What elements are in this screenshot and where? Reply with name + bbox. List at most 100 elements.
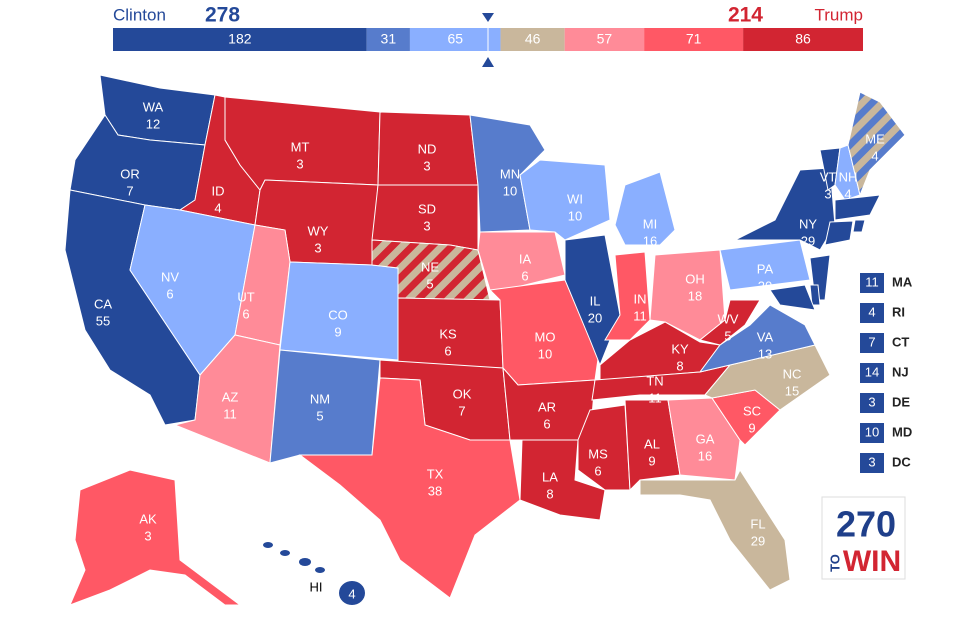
- state-votes: 29: [801, 233, 815, 248]
- bar-segment: [743, 28, 863, 51]
- small-state-abbr: DE: [892, 394, 910, 409]
- state-abbr: WA: [143, 99, 164, 114]
- bar-segment: [644, 28, 744, 51]
- state-abbr: MS: [588, 446, 608, 461]
- small-state-abbr: NJ: [892, 364, 909, 379]
- state-abbr: NC: [783, 366, 802, 381]
- state-abbr: MO: [535, 329, 556, 344]
- state-shape: [719, 239, 811, 291]
- state-abbr: IN: [634, 291, 647, 306]
- state-votes: 15: [785, 383, 799, 398]
- state-shape: [614, 171, 676, 246]
- right-candidate: Trump: [815, 5, 864, 24]
- state-abbr: IL: [590, 293, 601, 308]
- state-votes: 16: [643, 233, 657, 248]
- state-shape: [624, 399, 681, 492]
- state-abbr: NM: [310, 391, 330, 406]
- state-shape: [280, 550, 290, 556]
- state-abbr: CO: [328, 307, 348, 322]
- logo-win: WIN: [843, 545, 901, 578]
- state-abbr: ME: [865, 131, 885, 146]
- segment-label: 71: [686, 31, 702, 47]
- state-votes: 10: [538, 346, 552, 361]
- small-state-box: [860, 393, 884, 413]
- state-votes: 3: [423, 158, 430, 173]
- state-abbr: TX: [427, 466, 444, 481]
- state-votes: 3: [314, 240, 321, 255]
- state-abbr: MT: [291, 139, 310, 154]
- segment-label: 31: [381, 31, 397, 47]
- state-votes: 3: [824, 186, 831, 201]
- state-shape: [809, 284, 821, 306]
- state-votes: 38: [428, 483, 442, 498]
- state-shape: [298, 377, 521, 599]
- state-votes: 13: [758, 346, 772, 361]
- small-state-votes: 14: [865, 364, 879, 379]
- small-state-abbr: DC: [892, 454, 911, 469]
- state-shape: [69, 469, 242, 606]
- state-shape: [847, 91, 906, 197]
- state-shape: [698, 304, 816, 373]
- state-shape: [639, 468, 791, 591]
- state-votes: 5: [724, 328, 731, 343]
- state-votes: 8: [546, 486, 553, 501]
- state-shape: [834, 144, 861, 201]
- state-votes: 11: [633, 308, 647, 323]
- state-votes: 7: [458, 403, 465, 418]
- small-state-votes: 11: [865, 274, 879, 289]
- state-votes: 16: [698, 448, 712, 463]
- state-votes: 4: [844, 186, 851, 201]
- state-abbr: WI: [567, 191, 583, 206]
- state-votes: 3: [144, 528, 151, 543]
- state-abbr: ID: [212, 183, 225, 198]
- state-shape: [263, 542, 273, 548]
- state-abbr: WY: [308, 223, 329, 238]
- state-shape: [734, 167, 836, 251]
- state-votes: 20: [588, 310, 602, 325]
- state-abbr: KS: [439, 326, 457, 341]
- small-state-votes: 4: [868, 304, 875, 319]
- segment-label: 46: [525, 31, 541, 47]
- state-shape: [269, 349, 381, 464]
- state-votes: 6: [594, 463, 601, 478]
- small-state-votes: 3: [868, 454, 875, 469]
- state-votes: 9: [648, 453, 655, 468]
- state-abbr: KY: [671, 341, 689, 356]
- state-abbr: MN: [500, 166, 520, 181]
- state-abbr: AR: [538, 399, 556, 414]
- state-votes: 55: [96, 313, 110, 328]
- bar-segment: [366, 28, 410, 51]
- state-shape: [824, 220, 854, 246]
- state-votes: 9: [334, 324, 341, 339]
- state-abbr: VT: [820, 169, 837, 184]
- state-votes: 6: [242, 306, 249, 321]
- state-abbr: UT: [237, 289, 254, 304]
- state-votes: 18: [688, 288, 702, 303]
- small-state-abbr: MD: [892, 424, 912, 439]
- state-shape: [667, 397, 741, 481]
- state-votes: 8: [676, 358, 683, 373]
- state-abbr: IA: [519, 251, 532, 266]
- state-abbr: NV: [161, 269, 179, 284]
- segment-label: 86: [795, 31, 811, 47]
- bar-segment: [500, 28, 565, 51]
- logo-to: TO: [827, 554, 842, 572]
- state-abbr: MI: [643, 216, 657, 231]
- state-votes: 11: [223, 406, 237, 421]
- small-state-box: [860, 453, 884, 473]
- state-votes: 4: [214, 200, 221, 215]
- state-votes: 10: [503, 183, 517, 198]
- midpoint-marker: [482, 57, 494, 67]
- state-abbr: FL: [750, 516, 765, 531]
- state-votes: 5: [426, 276, 433, 291]
- state-abbr: WV: [718, 311, 739, 326]
- state-shape: [698, 299, 761, 346]
- state-shape: [519, 159, 611, 241]
- state-votes: 7: [126, 183, 133, 198]
- state-votes: 4: [871, 148, 878, 163]
- state-votes: 10: [568, 208, 582, 223]
- small-state-votes: 10: [865, 424, 879, 439]
- logo: 270 TO WIN: [821, 496, 906, 580]
- state-votes: 11: [648, 390, 662, 405]
- state-shape: [834, 194, 881, 221]
